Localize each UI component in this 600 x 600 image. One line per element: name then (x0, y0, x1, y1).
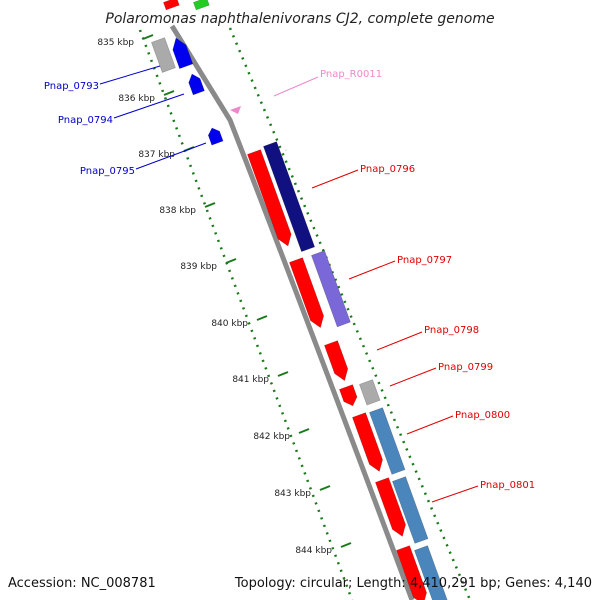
ruler-tick-label: 841 kbp (232, 375, 269, 385)
accession-label: Accession: NC_008781 (8, 576, 156, 591)
label-leader-line (311, 169, 359, 189)
map-title: Polaromonas naphthalenivorans CJ2, compl… (105, 11, 494, 27)
gene-block (193, 0, 210, 11)
ruler-tick (163, 90, 175, 96)
gene-block (396, 545, 427, 600)
homolog-block (263, 141, 316, 253)
ruler-tick (225, 258, 237, 264)
ruler-tick-label: 835 kbp (97, 38, 134, 48)
genome-summary: Topology: circular; Length: 4,410,291 bp… (234, 576, 592, 591)
label-leader-line (113, 93, 185, 119)
gene-label-pnap-0801[interactable]: Pnap_0801 (480, 480, 535, 491)
backbone-line (169, 24, 415, 600)
label-leader-line (431, 485, 479, 503)
label-leader-line (406, 415, 454, 435)
gene-block (324, 340, 349, 382)
ruler-tick-label: 836 kbp (118, 94, 155, 104)
gene-block (289, 257, 324, 329)
ruler-tick (277, 371, 289, 377)
ruler-tick (298, 428, 310, 434)
gene-block (375, 477, 406, 537)
homolog-block (359, 379, 381, 406)
homolog-block (392, 476, 429, 544)
ruler-tick (256, 315, 268, 321)
rna-marker (230, 106, 241, 114)
ruler-tick-label: 844 kbp (295, 546, 332, 556)
gene-block (163, 0, 180, 11)
ruler-tick-label: 840 kbp (211, 319, 248, 329)
gene-label-pnap-0795[interactable]: Pnap_0795 (80, 166, 135, 177)
label-leader-line (99, 65, 161, 85)
gene-label-pnap-r0011[interactable]: Pnap_R0011 (320, 69, 382, 80)
label-leader-line (348, 260, 396, 280)
gene-block (172, 37, 194, 69)
ruler-tick-label: 843 kbp (274, 489, 311, 499)
gene-block (188, 73, 205, 96)
ruler-tick-label: 837 kbp (138, 150, 175, 160)
gene-label-pnap-0794[interactable]: Pnap_0794 (58, 115, 113, 126)
gene-label-pnap-0793[interactable]: Pnap_0793 (44, 81, 99, 92)
label-leader-line (135, 142, 207, 170)
gene-labels: Pnap_0793 Pnap_0794 Pnap_0795 Pnap_R0011 Pna… (44, 65, 535, 503)
label-leader-line (389, 367, 437, 387)
gene-block (207, 127, 224, 146)
homolog-block (414, 545, 448, 600)
kbp-ruler: 835 kbp 836 kbp 837 kbp 838 kbp 839 kbp 840 k… (97, 27, 472, 600)
gene-block (151, 37, 176, 73)
feature-tracks (151, 0, 448, 600)
ruler-tick-label: 838 kbp (159, 206, 196, 216)
gene-label-pnap-0799[interactable]: Pnap_0799 (438, 362, 493, 373)
gene-label-pnap-0798[interactable]: Pnap_0798 (424, 325, 479, 336)
ruler-tick (142, 34, 154, 40)
ruler-tick-label: 839 kbp (180, 262, 217, 272)
ruler-tick (340, 542, 352, 548)
ruler-tick (319, 485, 331, 491)
ruler-tick (204, 202, 216, 208)
gene-block (352, 412, 383, 472)
homolog-block (311, 250, 351, 328)
label-leader-line (376, 331, 423, 351)
gene-label-pnap-0797[interactable]: Pnap_0797 (397, 255, 452, 266)
gene-label-pnap-0796[interactable]: Pnap_0796 (360, 164, 415, 175)
gene-block (247, 149, 292, 247)
gene-label-pnap-0800[interactable]: Pnap_0800 (455, 410, 510, 421)
label-leader-line (273, 76, 319, 97)
genome-backbone (169, 24, 415, 600)
gene-block (339, 384, 358, 407)
ruler-tick-label: 842 kbp (253, 432, 290, 442)
homolog-block (369, 407, 406, 475)
